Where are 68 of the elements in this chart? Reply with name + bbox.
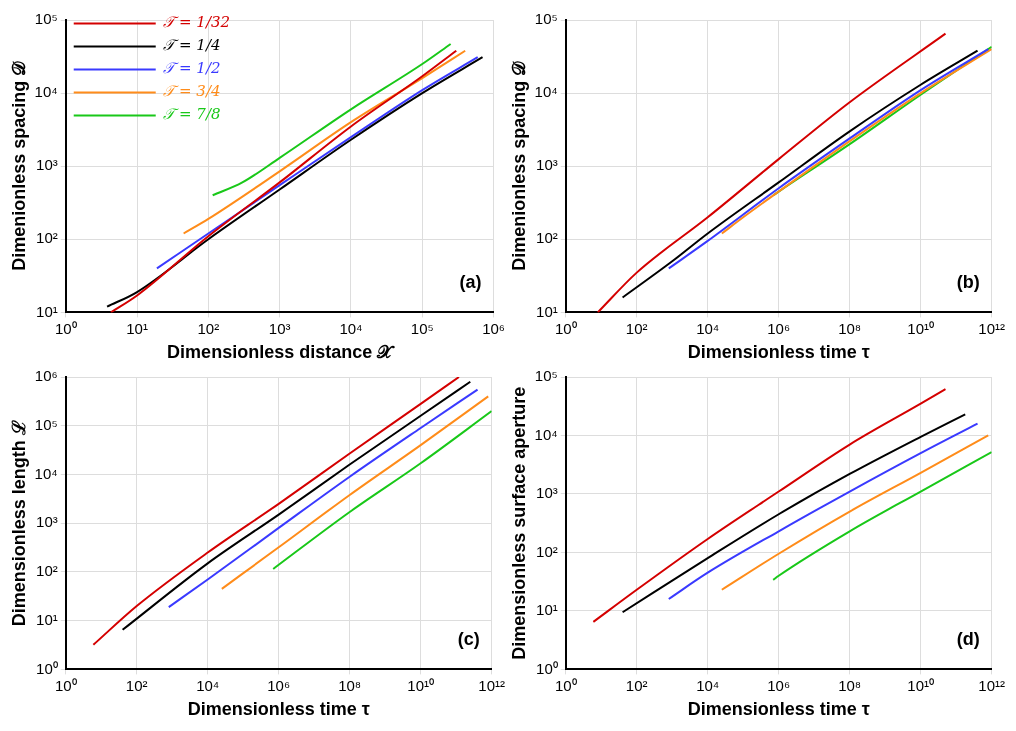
- annotation: (d): [956, 629, 980, 650]
- x-tick-label: 10³: [268, 319, 291, 337]
- y-tick-label: 10²: [36, 229, 58, 247]
- y-tick-label: 10⁴: [534, 83, 558, 101]
- x-tick-label: 10⁶: [767, 319, 791, 337]
- y-tick-label: 10⁴: [34, 464, 58, 482]
- x-tick-label: 10⁶: [767, 676, 791, 694]
- y-tick-label: 10²: [536, 229, 558, 247]
- y-axis-title: Dimensionless length ℒ: [8, 420, 29, 627]
- x-axis-title: Dimensionless time τ: [187, 699, 370, 720]
- x-tick-label: 10¹⁰: [407, 676, 435, 694]
- y-tick-label: 10²: [36, 562, 58, 580]
- x-tick-label: 10⁴: [196, 676, 220, 694]
- annotation: (a): [459, 272, 482, 293]
- y-tick-label: 10³: [536, 156, 558, 174]
- x-tick-label: 10¹⁰: [907, 676, 935, 694]
- x-tick-label: 10⁰: [54, 319, 77, 337]
- x-tick-label: 10⁴: [696, 319, 720, 337]
- y-tick-label: 10⁵: [34, 415, 58, 433]
- y-axis-title: Dimensionless surface aperture: [508, 386, 529, 660]
- y-axis-title: Dimenionless spacing 𝒟: [8, 60, 29, 271]
- text: 𝒯 = 3/4: [163, 82, 221, 101]
- y-axis-title: Dimenionless spacing 𝒟: [508, 60, 529, 271]
- x-tick-label: 10⁵: [410, 319, 434, 337]
- y-tick-label: 10⁵: [34, 10, 58, 28]
- x-tick-label: 10⁰: [54, 676, 77, 694]
- x-tick-label: 10²: [625, 319, 648, 337]
- x-axis-title: Dimensionless distance 𝒳: [167, 342, 396, 363]
- x-tick-label: 10⁶: [267, 676, 291, 694]
- x-tick-label: 10²: [197, 319, 220, 337]
- x-tick-label: 10¹⁰: [907, 319, 935, 337]
- y-tick-label: 10²: [536, 542, 558, 560]
- annotation: (c): [457, 629, 480, 650]
- y-tick-label: 10¹: [36, 610, 58, 628]
- x-tick-label: 10²: [625, 676, 648, 694]
- y-tick-label: 10¹: [36, 302, 58, 320]
- y-tick-label: 10³: [36, 156, 58, 174]
- x-axis-title: Dimensionless time τ: [687, 699, 870, 720]
- text: 𝒯 = 7/8: [163, 105, 221, 124]
- x-tick-label: 10⁸: [338, 676, 362, 694]
- text: 𝒯 = 1/4: [163, 36, 221, 55]
- y-tick-label: 10¹: [536, 601, 558, 619]
- x-tick-label: 10⁰: [554, 676, 577, 694]
- x-tick-label: 10⁴: [339, 319, 363, 337]
- x-tick-label: 10⁸: [838, 676, 862, 694]
- x-tick-label: 10⁴: [696, 676, 720, 694]
- y-tick-label: 10⁶: [34, 367, 58, 385]
- y-tick-label: 10⁵: [534, 10, 558, 28]
- y-tick-label: 10⁰: [36, 659, 58, 677]
- y-tick-label: 10³: [536, 484, 558, 502]
- y-tick-label: 10⁴: [34, 83, 58, 101]
- x-tick-label: 10¹²: [978, 676, 1006, 694]
- y-tick-label: 10³: [36, 513, 58, 531]
- y-tick-label: 10⁵: [534, 367, 558, 385]
- y-tick-label: 10¹: [536, 302, 558, 320]
- x-tick-label: 10¹²: [978, 319, 1006, 337]
- x-tick-label: 10¹: [126, 319, 148, 337]
- x-tick-label: 10¹²: [478, 676, 506, 694]
- annotation: (b): [956, 272, 980, 293]
- x-axis-title: Dimensionless time τ: [687, 342, 870, 363]
- x-tick-label: 10²: [125, 676, 148, 694]
- y-tick-label: 10⁴: [534, 425, 558, 443]
- text: 𝒯 = 1/32: [163, 13, 231, 32]
- x-tick-label: 10⁰: [554, 319, 577, 337]
- x-tick-label: 10⁶: [482, 319, 505, 337]
- x-tick-label: 10⁸: [838, 319, 862, 337]
- text: 𝒯 = 1/2: [163, 59, 221, 78]
- y-tick-label: 10⁰: [536, 659, 558, 677]
